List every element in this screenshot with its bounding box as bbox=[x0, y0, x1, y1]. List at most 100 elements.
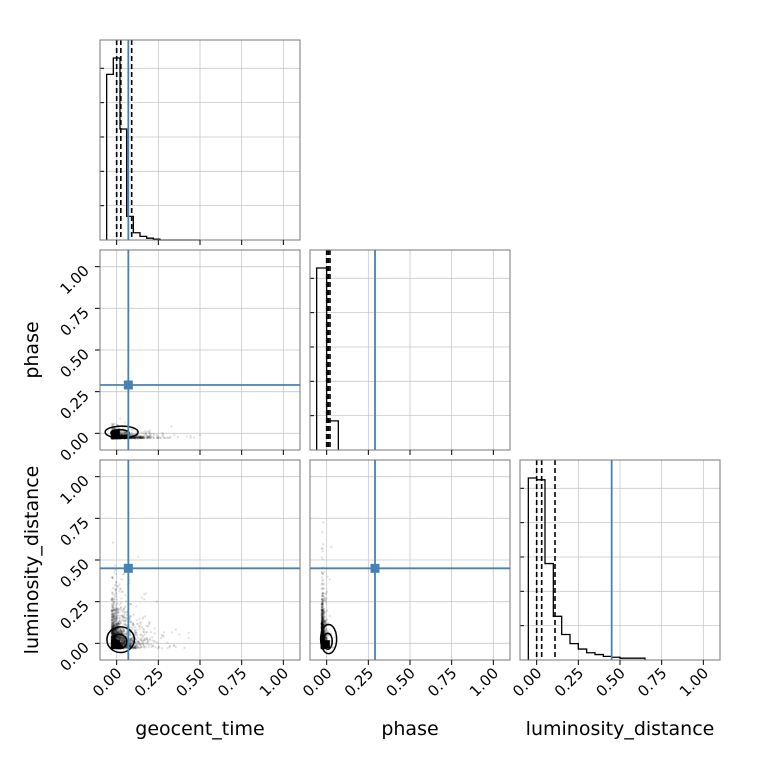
scatter-point bbox=[321, 550, 324, 553]
scatter-point bbox=[120, 433, 123, 436]
scatter-point bbox=[123, 431, 126, 434]
scatter-point bbox=[148, 435, 152, 438]
scatter-point bbox=[114, 629, 117, 632]
scatter-point bbox=[111, 632, 114, 635]
scatter-point bbox=[113, 637, 116, 640]
scatter-point bbox=[114, 637, 117, 640]
scatter-point bbox=[116, 585, 120, 588]
scatter-point bbox=[121, 630, 124, 633]
scatter-point bbox=[110, 618, 114, 621]
scatter-point bbox=[122, 627, 125, 631]
scatter-point bbox=[111, 577, 115, 580]
scatter-point bbox=[139, 435, 142, 438]
scatter-point bbox=[114, 610, 117, 613]
scatter-point bbox=[146, 641, 149, 644]
scatter-point bbox=[138, 643, 141, 646]
scatter-point bbox=[139, 646, 143, 649]
scatter-point bbox=[122, 623, 125, 626]
scatter-point bbox=[125, 431, 128, 434]
x-tick-label: 0.25 bbox=[131, 664, 167, 700]
scatter-point bbox=[111, 632, 114, 635]
scatter-point bbox=[110, 608, 113, 611]
scatter-point bbox=[120, 641, 123, 645]
scatter-point bbox=[120, 644, 124, 647]
scatter-point bbox=[111, 620, 114, 624]
scatter-point bbox=[124, 633, 127, 636]
scatter-point bbox=[119, 645, 123, 648]
scatter-point bbox=[111, 625, 115, 628]
scatter-point bbox=[134, 436, 137, 439]
scatter-point bbox=[118, 587, 121, 591]
scatter-point bbox=[134, 645, 137, 648]
scatter-point bbox=[110, 616, 113, 619]
scatter-point bbox=[135, 644, 139, 647]
scatter-point bbox=[113, 633, 116, 636]
scatter-point bbox=[187, 637, 190, 640]
scatter-point bbox=[148, 431, 151, 434]
scatter-point bbox=[130, 639, 134, 642]
scatter-point bbox=[138, 436, 142, 439]
scatter-point bbox=[123, 641, 126, 644]
scatter-point bbox=[137, 436, 140, 439]
scatter-point bbox=[111, 593, 114, 596]
scatter-point bbox=[110, 621, 113, 624]
scatter-point bbox=[123, 639, 126, 642]
scatter-point bbox=[168, 437, 171, 440]
density-core bbox=[111, 640, 120, 649]
scatter-point bbox=[111, 586, 115, 589]
scatter-point bbox=[124, 600, 128, 603]
scatter-point bbox=[113, 623, 116, 626]
scatter-point bbox=[147, 435, 150, 439]
scatter-point bbox=[124, 610, 127, 614]
scatter-point bbox=[134, 436, 137, 439]
scatter-point bbox=[146, 642, 149, 646]
scatter-point bbox=[115, 635, 118, 639]
scatter-point bbox=[145, 435, 148, 438]
x-tick-label: 0.75 bbox=[214, 664, 250, 700]
scatter-point bbox=[118, 629, 121, 632]
scatter-point bbox=[123, 421, 127, 424]
scatter-point bbox=[119, 632, 122, 635]
scatter-point bbox=[137, 436, 140, 439]
panel-geocent_time-vs-phase: 0.000.250.500.751.00 bbox=[56, 249, 301, 465]
scatter-point bbox=[113, 612, 117, 615]
scatter-point bbox=[138, 436, 141, 439]
scatter-point bbox=[141, 636, 144, 639]
scatter-point bbox=[120, 639, 123, 642]
scatter-point bbox=[130, 636, 133, 639]
scatter-point bbox=[111, 609, 114, 612]
scatter-point bbox=[119, 601, 123, 604]
scatter-point bbox=[135, 645, 138, 648]
scatter-point bbox=[112, 633, 115, 637]
scatter-point bbox=[136, 436, 139, 439]
scatter-point bbox=[118, 628, 121, 631]
scatter-point bbox=[121, 644, 124, 647]
scatter-point bbox=[113, 588, 117, 591]
scatter-point bbox=[110, 609, 114, 612]
scatter-point bbox=[155, 436, 158, 439]
scatter-point bbox=[146, 430, 149, 433]
scatter-point bbox=[163, 436, 166, 440]
scatter-point bbox=[116, 622, 120, 626]
scatter-point bbox=[145, 631, 148, 634]
scatter-point bbox=[148, 429, 151, 432]
scatter-point bbox=[116, 622, 119, 625]
scatter-point bbox=[125, 617, 128, 620]
scatter-point bbox=[130, 643, 133, 646]
scatter-point bbox=[140, 626, 144, 629]
scatter-point bbox=[142, 616, 145, 619]
scatter-point bbox=[153, 632, 156, 635]
scatter-point bbox=[121, 616, 124, 619]
scatter-point bbox=[111, 624, 115, 628]
scatter-point bbox=[121, 433, 124, 436]
scatter-point bbox=[116, 632, 120, 635]
scatter-point bbox=[133, 628, 136, 631]
scatter-point bbox=[110, 609, 113, 612]
scatter-point bbox=[144, 642, 147, 645]
scatter-point bbox=[143, 436, 146, 440]
scatter-point bbox=[151, 644, 154, 647]
scatter-point bbox=[142, 645, 145, 648]
scatter-point bbox=[121, 433, 124, 436]
scatter-point bbox=[113, 633, 116, 636]
scatter-point bbox=[112, 629, 115, 633]
